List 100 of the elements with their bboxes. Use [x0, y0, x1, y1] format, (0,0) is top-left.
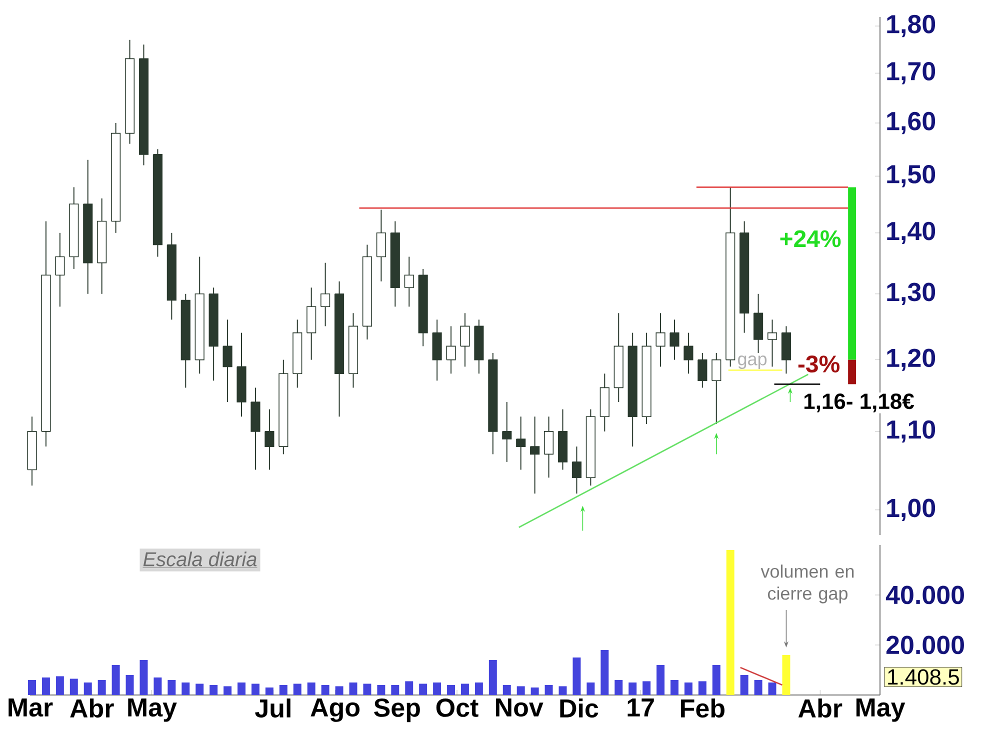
bar — [154, 677, 162, 695]
candlestick — [222, 319, 232, 403]
candlestick — [712, 352, 722, 424]
bar — [419, 684, 428, 695]
bar — [349, 682, 358, 695]
y-tick-label: 1,60 — [887, 112, 936, 134]
y-tick-label: 1,70 — [887, 62, 936, 84]
bar — [335, 686, 344, 695]
x-tick-label: Abr — [798, 698, 842, 718]
bar — [391, 684, 400, 695]
bar — [28, 680, 36, 695]
bar — [768, 682, 776, 695]
x-tick-label: May — [128, 698, 177, 722]
bar — [363, 684, 372, 695]
x-tick-label: Dic — [560, 698, 598, 718]
bar — [712, 664, 720, 695]
x-tick-label: 17 — [628, 698, 654, 716]
candlestick — [55, 232, 65, 308]
y-tick-label: 1,30 — [887, 282, 936, 305]
candlestick — [670, 319, 680, 360]
x-tick-label: Sep — [374, 698, 420, 722]
x-tick-label: May — [856, 698, 906, 722]
x-tick-label: Abr — [70, 698, 114, 718]
bar — [628, 682, 637, 695]
candlestick — [376, 209, 386, 282]
candlestick — [544, 416, 554, 478]
bar — [433, 682, 442, 695]
bar — [614, 680, 623, 695]
bar — [572, 657, 581, 695]
bar — [98, 680, 106, 695]
bar — [447, 684, 456, 695]
x-tick-label: Mar — [8, 698, 53, 717]
annotation: +24% — [780, 230, 841, 248]
bar — [307, 682, 316, 695]
text: 1.408.5 — [888, 669, 959, 685]
bar — [670, 680, 678, 695]
bar — [140, 660, 148, 695]
bar — [279, 684, 288, 695]
y-tick-label: 1,50 — [887, 165, 936, 188]
y-tick-label: 20.000 — [886, 636, 964, 654]
bar — [265, 687, 274, 695]
annotation: Escala diaria — [143, 552, 257, 566]
bar — [726, 550, 734, 695]
candlestick — [502, 402, 512, 462]
y-tick-label: 1,80 — [887, 14, 936, 38]
bar — [488, 660, 497, 695]
bar — [656, 664, 665, 695]
bar — [70, 678, 78, 695]
annotation: -3% — [798, 356, 840, 373]
bar — [642, 681, 651, 695]
bar — [377, 684, 386, 695]
bar — [600, 650, 609, 695]
bar — [474, 682, 483, 695]
x-tick-label: Oct — [436, 698, 478, 717]
bar — [84, 682, 92, 695]
bar — [684, 682, 692, 695]
bar — [405, 681, 414, 695]
bar — [698, 681, 706, 695]
candlestick — [404, 256, 414, 308]
candlestick — [320, 262, 330, 327]
bar — [168, 680, 176, 695]
bar — [530, 687, 539, 695]
x-tick-label: Feb — [681, 698, 724, 718]
candlestick — [530, 416, 540, 494]
bar — [42, 677, 50, 695]
annotation: volumen en cierre gap — [760, 564, 854, 604]
bar — [321, 684, 330, 695]
y-tick-label: 40.000 — [886, 586, 964, 604]
bar — [544, 684, 553, 695]
bar — [238, 682, 246, 695]
candlestick — [264, 408, 274, 470]
x-tick-label: Ago — [310, 698, 360, 722]
bar — [56, 676, 64, 695]
candlestick — [684, 332, 694, 374]
bar — [210, 684, 218, 695]
annotation: gap — [738, 356, 767, 369]
bar — [740, 674, 748, 695]
bar — [516, 686, 525, 695]
bar — [293, 684, 302, 695]
bar — [460, 684, 469, 695]
candlestick — [460, 312, 470, 368]
bar — [224, 686, 232, 695]
x-tick-label: Nov — [496, 698, 544, 717]
bar — [126, 674, 134, 695]
bar — [196, 684, 204, 695]
y-tick-label: 1,40 — [887, 222, 936, 244]
bar — [558, 686, 567, 695]
bar — [112, 664, 120, 695]
candlestick — [446, 326, 456, 374]
bar — [182, 682, 190, 695]
candlestick — [572, 446, 582, 494]
candlestick — [516, 416, 526, 470]
y-tick-label: 1,10 — [887, 420, 936, 443]
x-tick-label: Jul — [255, 698, 290, 718]
y-tick-label: 1,00 — [887, 498, 936, 521]
y-tick-label: 1,20 — [887, 348, 936, 371]
bar — [586, 682, 595, 695]
bar — [754, 680, 762, 695]
candlestick — [767, 319, 778, 368]
bar — [502, 684, 511, 695]
